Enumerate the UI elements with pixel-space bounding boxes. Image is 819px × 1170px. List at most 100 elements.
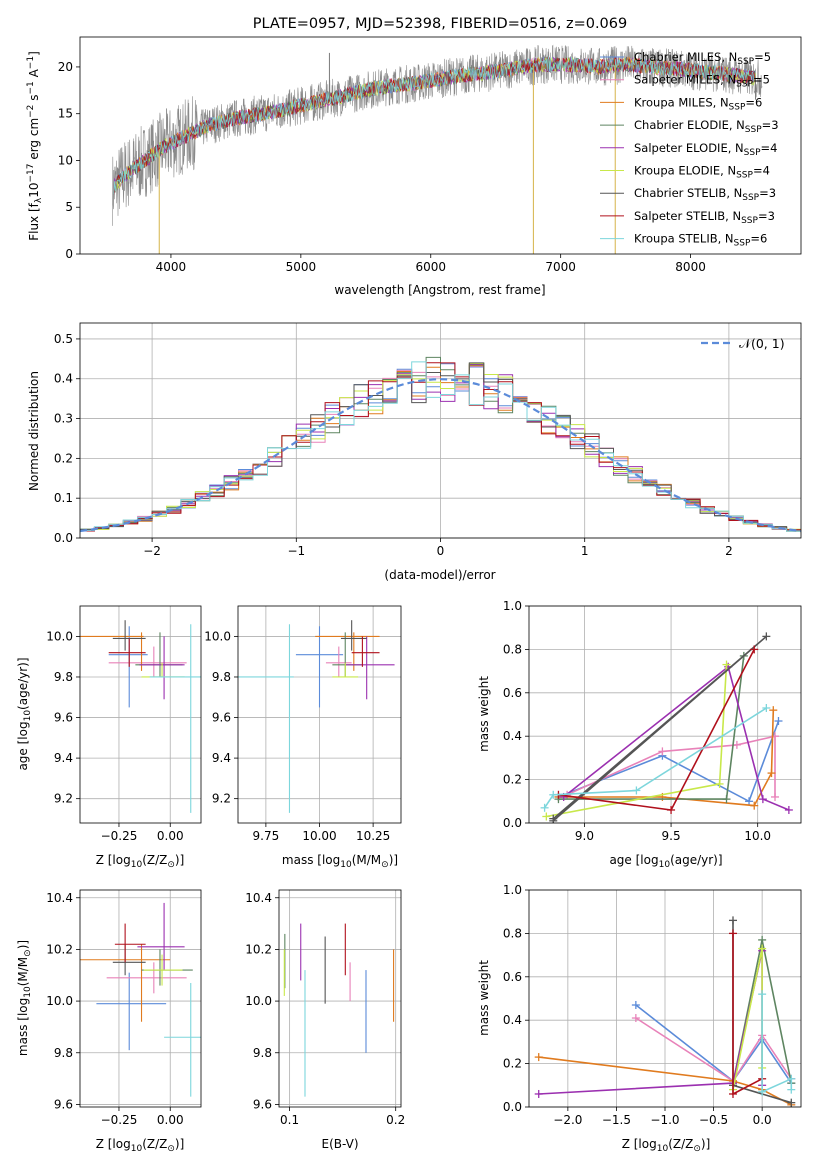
y-tick-label: 0.0	[503, 816, 522, 830]
x-tick-label: 2	[725, 544, 733, 558]
label-part: =3	[758, 209, 775, 223]
label-part: SSP	[744, 148, 761, 158]
label-part: Kroupa ELODIE, N	[634, 164, 736, 178]
x-tick-label: 9.0	[575, 829, 594, 843]
y-tick-label: 10.0	[46, 994, 73, 1008]
x-tick-label: −2.0	[553, 1113, 582, 1127]
label-part: (Z/Z	[668, 1137, 693, 1151]
x-tick-label: −0.5	[699, 1113, 728, 1127]
series-kroupa_miles	[538, 1056, 792, 1106]
x-tick-label: 0.00	[157, 1113, 184, 1127]
age-vs-z-axes: −0.25 0.00 9.2 9.4 9.6 9.8 10.0	[46, 605, 202, 843]
label-part: erg cm	[27, 118, 41, 164]
y-tick-label: 1.0	[503, 883, 522, 897]
label-part: SSP	[741, 216, 758, 226]
label-part: =5	[754, 50, 771, 64]
label-part: Z [log	[96, 853, 131, 867]
y-axis-label: mass [log10​(M/M⊙​)]	[16, 940, 33, 1056]
legend-label-chabrier_stelib: Chabrier STELIB, NSSP​=3	[634, 186, 776, 203]
y-tick-label: 9.6	[253, 1097, 272, 1111]
label-part: ⊙	[693, 1144, 701, 1154]
y-tick-label: 20	[58, 60, 73, 74]
y-tick-label: 5	[65, 200, 73, 214]
legend-label-chabrier_miles: Chabrier MILES, NSSP​=5	[634, 50, 771, 67]
label-part: =3	[762, 118, 779, 132]
legend-label-kroupa_stelib: Kroupa STELIB, NSSP​=6	[634, 232, 767, 249]
grid	[279, 890, 401, 1107]
gaussian-curve	[80, 378, 801, 533]
x-tick-label: −1.0	[650, 1113, 679, 1127]
label-part: (Z/Z	[142, 1137, 167, 1151]
y-tick-label: 0.2	[503, 773, 522, 787]
series-kroupa_elodie	[732, 948, 763, 1090]
label-part: 10	[23, 986, 33, 998]
y-tick-label: 10.4	[46, 891, 73, 905]
model-spectrum-kroupa_stelib	[113, 56, 756, 195]
residual-axes: −2 −1 0 1 2 0.0 0.1 0.2 0.3 0.4 0.5	[54, 322, 802, 558]
weight-vs-z-axes: −2.0 −1.5 −1.0 −0.5 0.0 0.0 0.2 0.4 0.6 0.8 1.0	[503, 883, 802, 1127]
series-kroupa_stelib	[761, 994, 793, 1094]
grid	[529, 889, 801, 1108]
label-part: age [log	[16, 721, 30, 770]
series-salpeter_elodie	[538, 950, 763, 1095]
y-tick-label: 15	[58, 107, 73, 121]
label-part: =5	[753, 73, 770, 87]
y-tick-label: 0.4	[503, 1013, 522, 1027]
x-tick-label: 6000	[415, 260, 446, 274]
label-part: ⊙	[381, 860, 389, 870]
legend-label-kroupa_miles: Kroupa MILES, NSSP​=6	[634, 95, 762, 112]
label-part: )]	[701, 1137, 710, 1151]
label-part: (age/yr)]	[16, 657, 30, 709]
label-part: (M/M	[352, 853, 381, 867]
x-axis-label: E(B-V)	[321, 1137, 358, 1151]
ticks: 9.0 9.5 10.0 0.0 0.2 0.4 0.6 0.8 1.0	[503, 599, 771, 843]
label-part: =4	[761, 141, 778, 155]
plot-area	[540, 632, 793, 823]
y-tick-label: 9.4	[54, 751, 73, 765]
y-tick-label: 0.8	[503, 642, 522, 656]
x-axis-label: wavelength [Angstrom, rest frame]	[334, 283, 545, 297]
label-part: E(B-V)	[321, 1137, 358, 1151]
label-part: =4	[753, 164, 770, 178]
x-tick-label: 8000	[675, 260, 706, 274]
y-tick-label: 10.0	[46, 629, 73, 643]
label-part: 10	[131, 1144, 143, 1154]
label-part: )]	[175, 853, 184, 867]
x-tick-label: 5000	[286, 260, 317, 274]
x-tick-label: 9.5	[662, 829, 681, 843]
x-tick-label: 10.0	[744, 829, 771, 843]
label-part: (M/M	[16, 957, 30, 986]
label-part: )]	[389, 853, 398, 867]
legend-label-chabrier_elodie: Chabrier ELODIE, NSSP​=3	[634, 118, 779, 135]
label-part: Chabrier ELODIE, N	[634, 118, 745, 132]
label-part: ⊙	[23, 949, 33, 957]
label-part: −2	[26, 105, 36, 118]
series-kroupa_stelib	[543, 707, 767, 809]
legend-label-salpeter_miles: Salpeter MILES, NSSP​=5	[634, 73, 770, 90]
legend-label-salpeter_elodie: Salpeter ELODIE, NSSP​=4	[634, 141, 777, 158]
label-part: 10	[657, 1144, 669, 1154]
y-tick-label: 9.8	[253, 1046, 272, 1060]
y-tick-label: 10.0	[245, 994, 272, 1008]
x-tick-label: 9.75	[253, 829, 280, 843]
y-tick-label: 9.6	[54, 1097, 73, 1111]
x-axis-label: Z [log10​(Z/Z⊙​)]	[622, 1137, 711, 1154]
label-part: mass [log	[16, 998, 30, 1056]
label-part: Chabrier MILES, N	[634, 50, 737, 64]
axes-frame	[79, 322, 802, 539]
label-part: ⊙	[167, 1144, 175, 1154]
y-tick-label: 9.4	[212, 751, 231, 765]
label-part: )]	[175, 1137, 184, 1151]
x-axis-label: age [log10​(age/yr)]	[609, 853, 722, 870]
y-tick-label: 0.4	[54, 372, 73, 386]
label-part: Salpeter ELODIE, N	[634, 141, 744, 155]
label-part: SSP	[736, 171, 753, 181]
plot-area	[238, 620, 395, 813]
series-chabrier_miles	[635, 1004, 792, 1084]
ticks: 0.1 0.2 9.6 9.8 10.0 10.2 10.4	[245, 891, 405, 1127]
label-part: Chabrier STELIB, N	[634, 186, 742, 200]
x-tick-label: 10.25	[356, 829, 390, 843]
ticks: 9.75 10.00 10.25 9.2 9.4 9.6 9.8 10.0	[204, 629, 390, 843]
ticks: −2 −1 0 1 2 0.0 0.1 0.2 0.3 0.4 0.5	[54, 332, 733, 558]
